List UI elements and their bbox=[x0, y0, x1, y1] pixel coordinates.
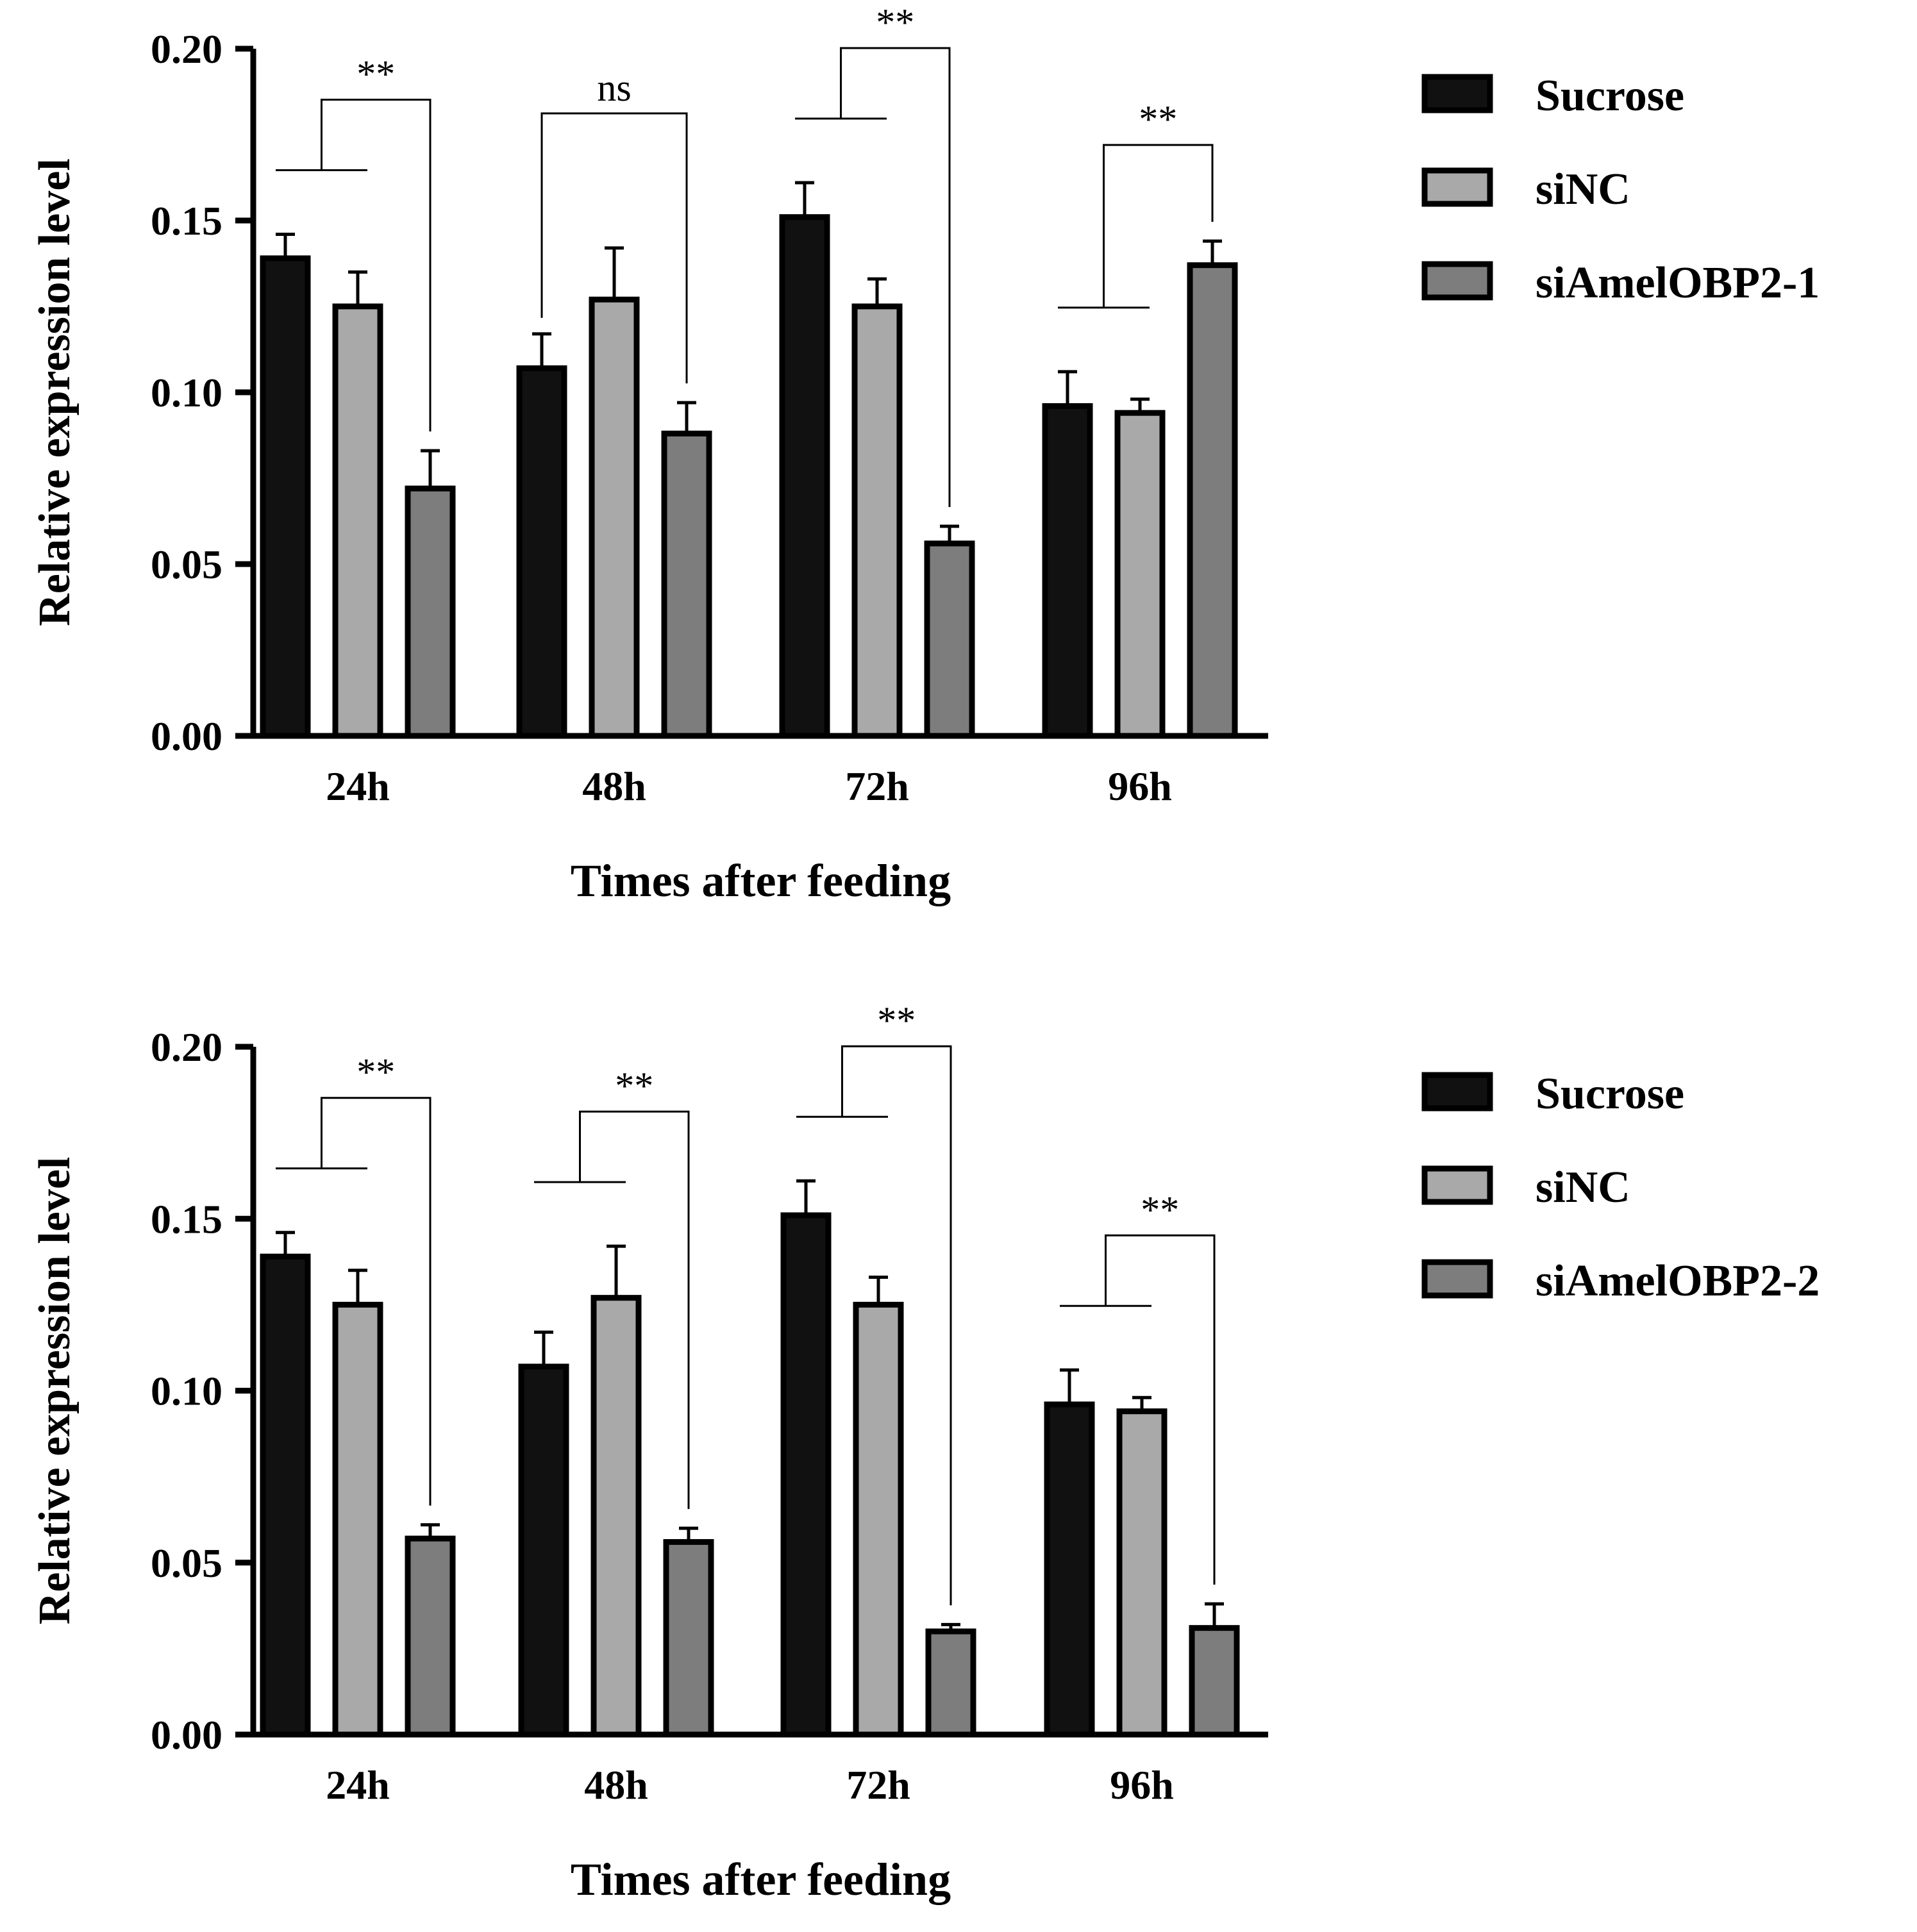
x-tick-label: 48h bbox=[582, 763, 646, 809]
significance-label: ** bbox=[356, 1051, 395, 1094]
bar-siAmelOBP2-1-48h bbox=[661, 430, 712, 739]
bar-siNC-96h bbox=[1116, 1408, 1168, 1738]
bar-siNC-48h bbox=[589, 296, 640, 739]
bar-siNC-24h bbox=[332, 1301, 383, 1738]
chart-bottom: Relative expression level 0.00 0.05 0.10 0.1… bbox=[30, 999, 1820, 1905]
significance-bracket bbox=[321, 1097, 431, 1506]
y-tick-label: 0.20 bbox=[151, 1024, 222, 1070]
significance-label: ** bbox=[877, 999, 916, 1042]
bar-siAmelOBP2-1-96h bbox=[1187, 262, 1238, 739]
legend-swatch-siAmelOBP2-2 bbox=[1421, 1259, 1493, 1299]
bar-siAmelOBP2-2-24h bbox=[405, 1535, 456, 1738]
significance-bracket bbox=[1103, 144, 1214, 308]
significance-label: ** bbox=[1141, 1188, 1179, 1231]
bar-siNC-72h bbox=[851, 303, 903, 739]
significance-label: ** bbox=[615, 1065, 653, 1107]
significance-label: ns bbox=[597, 67, 631, 109]
significance-label: ** bbox=[1139, 98, 1177, 140]
bar-siAmelOBP2-1-24h bbox=[405, 485, 456, 739]
significance-bracket bbox=[579, 1110, 690, 1510]
x-tick-label: 48h bbox=[584, 1762, 648, 1808]
y-tick-label: 0.15 bbox=[151, 1196, 222, 1242]
y-tick-label: 0.15 bbox=[151, 198, 222, 244]
x-tick-label: 96h bbox=[1110, 1762, 1174, 1808]
significance-label: ** bbox=[356, 53, 395, 95]
legend-swatch-siAmelOBP2-1 bbox=[1421, 261, 1493, 301]
bar-siAmelOBP2-1-72h bbox=[924, 540, 975, 739]
y-axis-title: Relative expression level bbox=[30, 158, 80, 626]
bar-Sucrose-48h bbox=[518, 1363, 569, 1738]
significance-bracket bbox=[1105, 1234, 1216, 1585]
y-tick-label: 0.05 bbox=[151, 1540, 222, 1586]
x-axis-title: Times after feeding bbox=[571, 1854, 951, 1905]
legend-label-siNC: siNC bbox=[1536, 165, 1630, 214]
x-tick-label: 96h bbox=[1108, 763, 1172, 809]
bar-Sucrose-72h bbox=[779, 214, 830, 739]
x-tick-label: 24h bbox=[326, 1762, 390, 1808]
bar-siNC-24h bbox=[332, 303, 383, 739]
bar-siAmelOBP2-2-72h bbox=[925, 1628, 976, 1738]
significance-bracket bbox=[321, 98, 431, 432]
legend-swatch-Sucrose bbox=[1421, 74, 1493, 113]
y-tick-label: 0.10 bbox=[151, 370, 222, 415]
legend-swatch-siNC bbox=[1421, 167, 1493, 207]
legend-label-siAmelOBP2-2: siAmelOBP2-2 bbox=[1536, 1256, 1820, 1306]
bar-Sucrose-24h bbox=[260, 1253, 311, 1738]
y-axis-title: Relative expression level bbox=[30, 1157, 80, 1625]
bar-siNC-48h bbox=[590, 1295, 642, 1738]
x-tick-label: 72h bbox=[845, 763, 909, 809]
legend-swatch-siNC bbox=[1421, 1165, 1493, 1205]
x-tick-label: 24h bbox=[326, 763, 390, 809]
bar-siAmelOBP2-2-96h bbox=[1189, 1625, 1240, 1738]
bar-siNC-72h bbox=[853, 1301, 904, 1738]
y-tick-label: 0.05 bbox=[151, 542, 222, 587]
bar-siNC-96h bbox=[1114, 410, 1166, 739]
legend-label-Sucrose: Sucrose bbox=[1536, 71, 1684, 121]
legend-label-siAmelOBP2-1: siAmelOBP2-1 bbox=[1536, 258, 1820, 308]
x-tick-label: 72h bbox=[846, 1762, 910, 1808]
significance-bracket bbox=[540, 112, 688, 384]
bar-Sucrose-96h bbox=[1044, 1401, 1095, 1738]
y-tick-label: 0.00 bbox=[151, 1712, 222, 1758]
y-tick-label: 0.00 bbox=[151, 713, 222, 759]
bar-Sucrose-96h bbox=[1042, 403, 1093, 739]
y-tick-label: 0.20 bbox=[151, 26, 222, 72]
bar-Sucrose-48h bbox=[516, 365, 567, 739]
bar-siAmelOBP2-2-48h bbox=[663, 1539, 714, 1738]
bar-Sucrose-24h bbox=[260, 255, 311, 739]
chart-top: Relative expression level 0.00 0.05 0.10 0.1… bbox=[30, 1, 1820, 906]
y-tick-label: 0.10 bbox=[151, 1369, 222, 1414]
legend-swatch-Sucrose bbox=[1421, 1072, 1493, 1112]
x-axis-title: Times after feeding bbox=[571, 855, 951, 906]
significance-bracket bbox=[841, 1045, 952, 1606]
bar-Sucrose-72h bbox=[780, 1212, 832, 1738]
significance-bracket bbox=[840, 47, 951, 508]
significance-label: ** bbox=[876, 1, 914, 44]
legend-label-siNC: siNC bbox=[1536, 1163, 1630, 1212]
legend-label-Sucrose: Sucrose bbox=[1536, 1069, 1684, 1119]
